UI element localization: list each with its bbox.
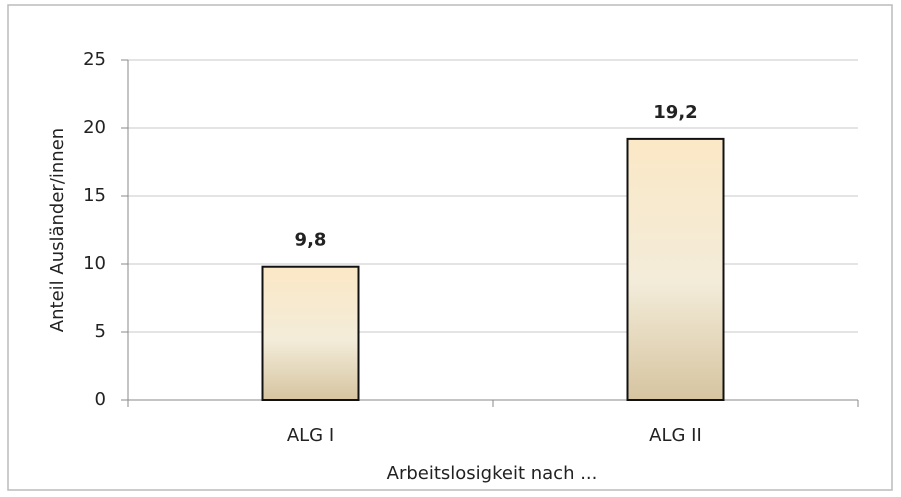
- y-tick-label: 10: [83, 253, 106, 274]
- y-tick-label: 15: [83, 185, 106, 206]
- x-tick-label: ALG I: [287, 425, 334, 446]
- x-axis-label: Arbeitslosigkeit nach ...: [387, 463, 598, 484]
- x-tick-label: ALG II: [649, 425, 702, 446]
- bar: [261, 265, 360, 401]
- y-axis-label: Anteil Ausländer/innen: [47, 128, 68, 332]
- y-tick-label: 20: [83, 117, 106, 138]
- value-label: 19,2: [653, 102, 697, 123]
- y-tick-label: 0: [95, 389, 106, 410]
- value-label: 9,8: [295, 230, 327, 251]
- bar: [626, 137, 725, 401]
- y-tick-label: 25: [83, 49, 106, 70]
- chart-frame: [7, 4, 893, 491]
- y-tick-label: 5: [95, 321, 106, 342]
